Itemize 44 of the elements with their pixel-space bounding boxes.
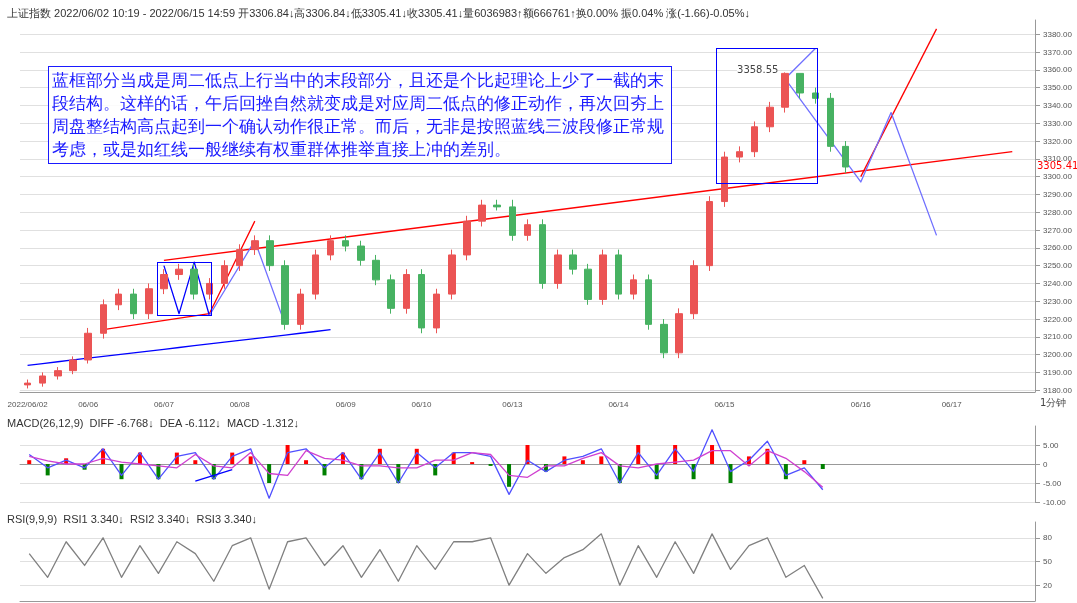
y-tick-label: 3350.00	[1043, 83, 1073, 93]
y-tick-label: 3270.00	[1043, 225, 1073, 235]
x-tick-label: 06/10	[411, 399, 433, 409]
y-tick-label: 3370.00	[1043, 47, 1073, 57]
y-tick-label: 20	[1043, 580, 1053, 590]
x-tick-label: 2022/06/02	[7, 399, 49, 409]
y-tick-label: 3380.00	[1043, 29, 1073, 39]
y-tick-label: 50	[1043, 557, 1053, 566]
x-tick-label: 06/09	[335, 399, 357, 409]
y-tick-label: 80	[1043, 533, 1053, 543]
annotation: 蓝框部分当成是周二低点上行当中的末段部分，且还是个比起理论上少了一截的末段结构。这样的话，午后回挫自然就变成是对应周二低点的修正动作，再次回夯上周盘整结构高点起到一个确认动作很正常。而后，无非是按照蓝线三波段修正常规考虑，或是如红线一般继续有权重群体推举直接上冲的差别。	[48, 66, 672, 164]
y-tick-label: 3280.00	[1043, 207, 1073, 217]
y-tick-label: -5.00	[1043, 478, 1062, 488]
y-tick-label: 3220.00	[1043, 314, 1073, 324]
y-tick-label: 3250.00	[1043, 261, 1073, 271]
y-tick-label: 3330.00	[1043, 118, 1073, 128]
x-tick-label: 06/14	[608, 399, 629, 409]
y-tick-label: 3320.00	[1043, 136, 1073, 146]
y-tick-label: 3290.00	[1043, 189, 1073, 199]
y-tick-label: 5.00	[1043, 440, 1060, 450]
y-tick-label: 3300.00	[1043, 172, 1073, 182]
x-tick-label: 06/15	[714, 399, 735, 409]
x-tick-label: 06/17	[941, 399, 963, 409]
annotation: 3358.55	[737, 64, 779, 76]
x-tick-label: 06/07	[153, 399, 175, 409]
text: 1分钟	[1040, 396, 1067, 410]
x-tick-label: 06/08	[229, 399, 251, 409]
chart-title: RSI(9,9,9) RSI1 3.340↓ RSI2 3.340↓ RSI3 3.340↓	[7, 512, 258, 525]
y-tick-label: 0	[1043, 459, 1048, 469]
y-tick-label: 3260.00	[1043, 243, 1073, 253]
y-tick-label: 3360.00	[1043, 65, 1073, 75]
y-tick-label: 3180.00	[1043, 385, 1073, 395]
x-tick-label: 06/13	[502, 399, 523, 409]
y-tick-label: 3200.00	[1043, 350, 1073, 360]
y-tick-label: 3340.00	[1043, 100, 1073, 110]
y-tick-label: 3240.00	[1043, 278, 1073, 288]
y-tick-label: 3210.00	[1043, 332, 1073, 342]
chart-title: MACD(26,12,9) DIFF -6.768↓ DEA -6.112↓ MACD -1.312↓	[7, 416, 300, 429]
chart-title: 上证指数 2022/06/02 10:19 - 2022/06/15 14:59 开3306.84↓高3306.84↓低3305.41↓收3305.41↓量6036983↑额666761↑换0.00% 振0.04% 涨(-1.66)-0.05%↓	[7, 6, 750, 19]
y-tick-label: 3190.00	[1043, 367, 1073, 377]
y-tick-label: -10.00	[1043, 497, 1067, 507]
x-tick-label: 06/16	[850, 399, 872, 409]
y-tick-label: 3230.00	[1043, 296, 1073, 306]
x-tick-label: 06/06	[78, 399, 99, 409]
